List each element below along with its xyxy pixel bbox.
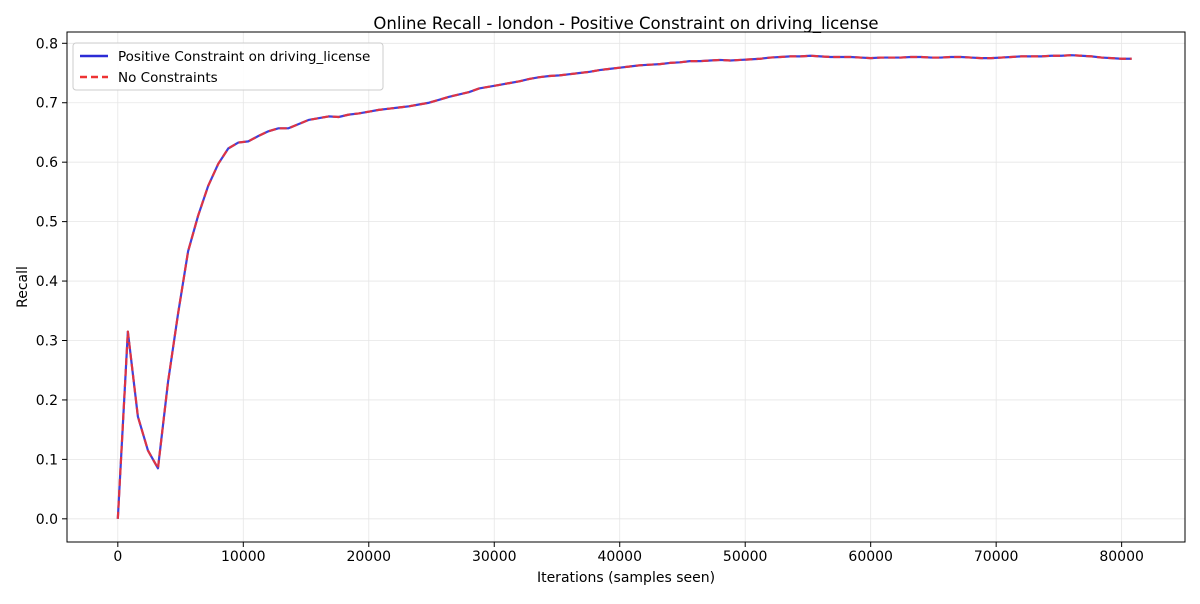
x-tick-label: 50000: [723, 549, 768, 565]
legend-label-positive-constraint: Positive Constraint on driving_license: [118, 49, 370, 65]
x-tick-label: 60000: [848, 549, 893, 565]
x-tick-label: 70000: [974, 549, 1019, 565]
x-tick-label: 40000: [597, 549, 642, 565]
y-tick-label: 0.0: [36, 512, 58, 528]
y-tick-label: 0.8: [36, 36, 58, 52]
grid: [67, 32, 1185, 542]
y-tick-label: 0.1: [36, 452, 58, 468]
y-tick-label: 0.3: [36, 333, 58, 349]
legend: Positive Constraint on driving_license N…: [72, 42, 384, 91]
legend-box: [72, 42, 384, 91]
chart-title: Online Recall - london - Positive Constr…: [373, 14, 878, 34]
x-tick-label: 20000: [346, 549, 391, 565]
series-lines: [116, 54, 1132, 519]
x-tick-label: 80000: [1099, 549, 1144, 565]
x-tick-label: 30000: [472, 549, 517, 565]
series-line-positive-constraint: [116, 54, 1132, 519]
legend-label-no-constraints: No Constraints: [118, 70, 218, 86]
y-axis-label: Recall: [15, 266, 31, 308]
x-tick-label: 0: [113, 549, 122, 565]
plot-frame: [66, 31, 1186, 543]
y-tick-label: 0.7: [36, 96, 58, 112]
y-tick-label: 0.5: [36, 215, 58, 231]
x-tick-label: 10000: [221, 549, 266, 565]
axis-ticks: 0 10000 20000 30000 40000 50000 60000 70000 8000…: [36, 36, 1144, 565]
x-axis-label: Iterations (samples seen): [537, 570, 715, 586]
y-tick-label: 0.2: [36, 393, 58, 409]
y-tick-label: 0.6: [36, 155, 58, 171]
y-tick-label: 0.4: [36, 274, 58, 290]
